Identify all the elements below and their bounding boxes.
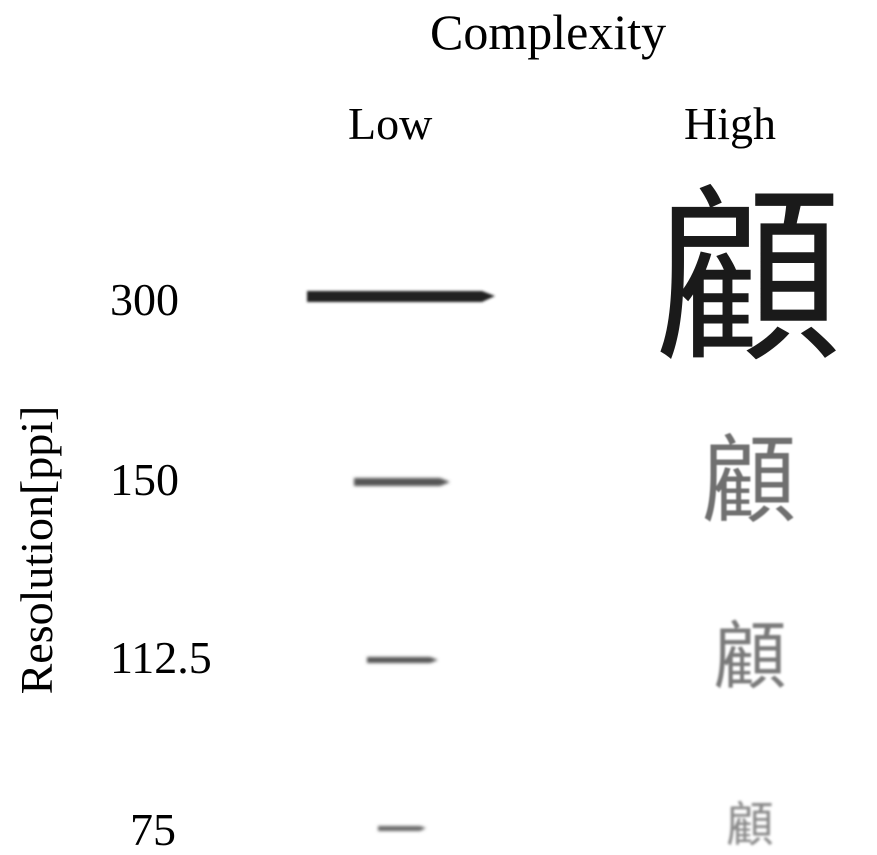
- row-label-150: 150: [110, 454, 179, 505]
- row-label-75: 75: [130, 804, 176, 855]
- row-label-112-5: 112.5: [110, 632, 212, 683]
- high-glyph-300: 顧: [652, 168, 844, 389]
- high-glyph-112-5: 顧: [713, 614, 787, 700]
- high-glyph-75: 顧: [725, 797, 775, 853]
- column-header-low: Low: [348, 98, 433, 149]
- low-glyph-75: [378, 826, 426, 831]
- row-label-300: 300: [110, 274, 179, 325]
- complexity-title: Complexity: [430, 4, 667, 60]
- low-glyph-150: [354, 478, 450, 486]
- column-header-high: High: [684, 98, 776, 149]
- low-glyph-112-5: [367, 657, 438, 663]
- low-glyph-300: [307, 291, 495, 302]
- high-glyph-150: 顧: [701, 425, 797, 537]
